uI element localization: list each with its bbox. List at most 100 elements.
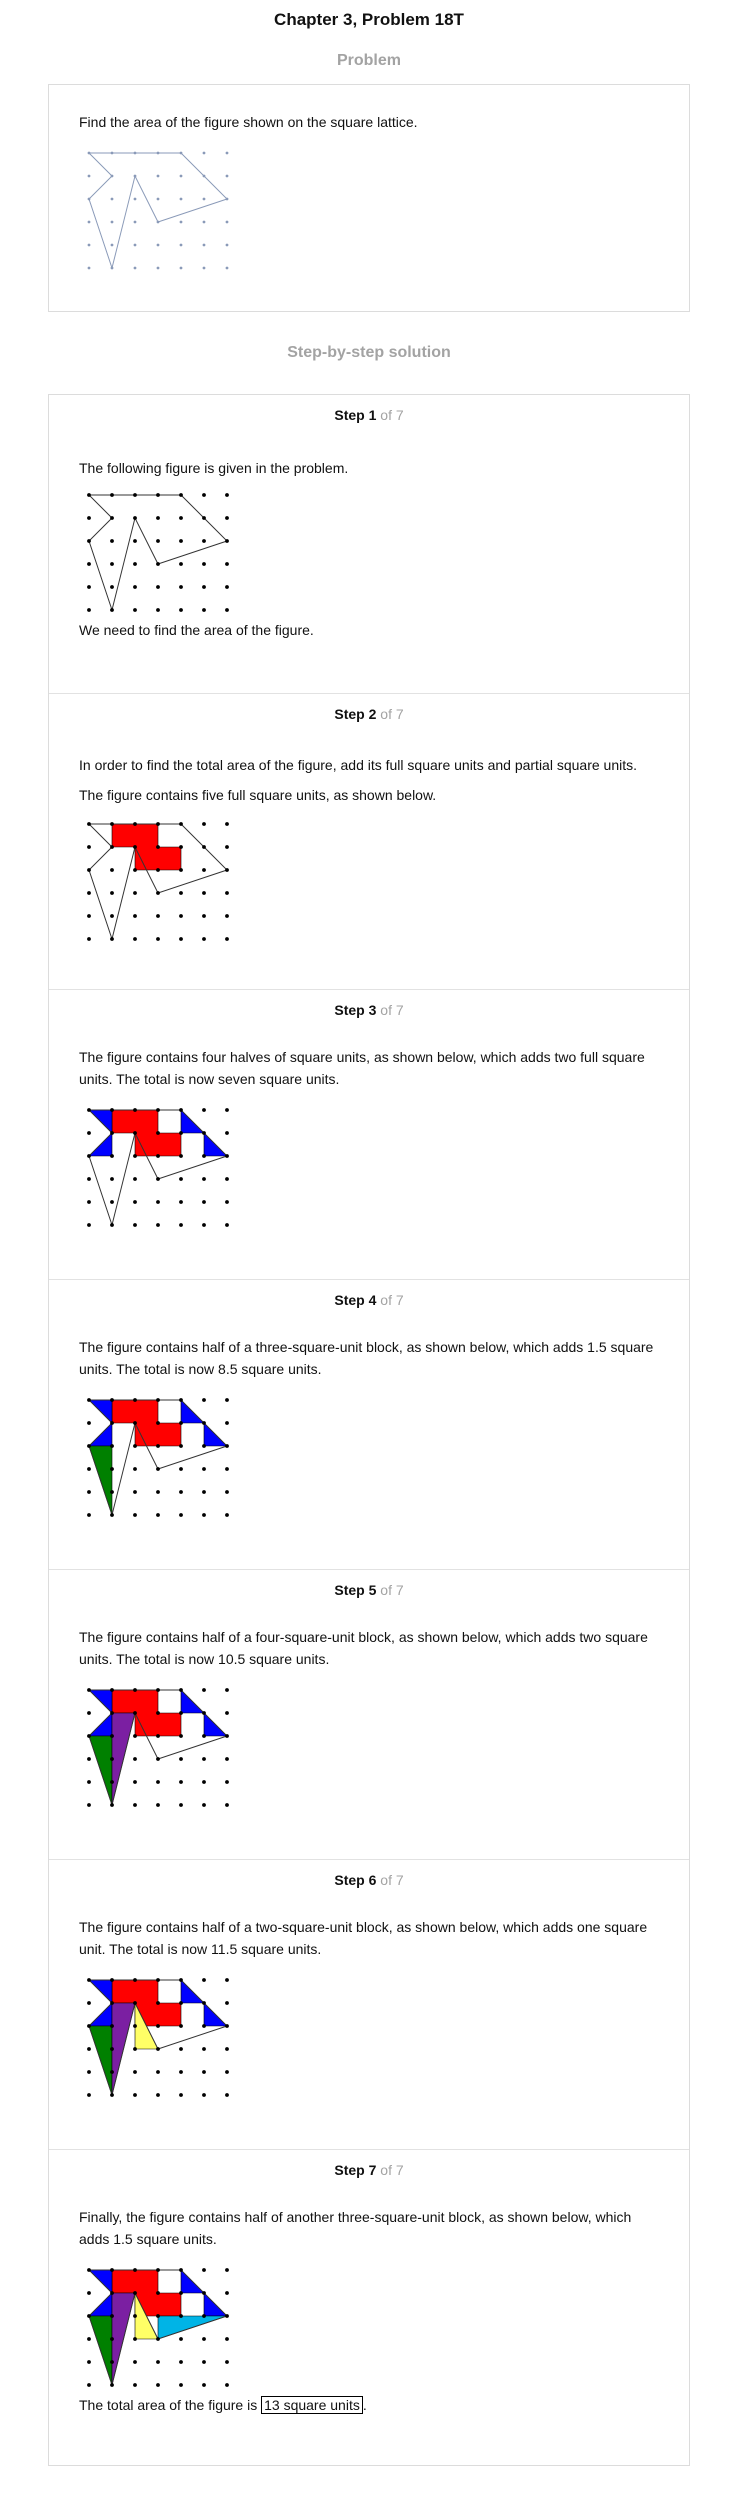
lattice-dot (133, 539, 137, 543)
step-text: In order to find the total area of the f… (79, 757, 638, 773)
lattice-dot (225, 539, 229, 543)
lattice-dot (87, 822, 91, 826)
lattice-dot (225, 151, 229, 155)
lattice-dot (156, 1711, 160, 1715)
step-label: Step 6 (334, 1872, 377, 1888)
lattice-dot (87, 516, 91, 520)
lattice-dot (156, 845, 160, 849)
lattice-dot (133, 1978, 137, 1982)
lattice-dot (110, 243, 114, 247)
lattice-dot (202, 1467, 206, 1471)
lattice-dot (110, 1154, 114, 1158)
lattice-dot (156, 1154, 160, 1158)
lattice-dot (202, 2047, 206, 2051)
lattice-dot (110, 868, 114, 872)
lattice-dot (179, 2383, 183, 2387)
lattice-dot (110, 2268, 114, 2272)
lattice-dot (225, 2291, 229, 2295)
lattice-dot (225, 2268, 229, 2272)
lattice-dot (156, 197, 160, 201)
lattice-dot (133, 1421, 137, 1425)
lattice-dot (87, 1223, 91, 1227)
lattice-dot (110, 1444, 114, 1448)
lattice-dot (110, 1467, 114, 1471)
lattice-dot (225, 2360, 229, 2364)
lattice-dot (133, 2093, 137, 2097)
lattice-dot (225, 1421, 229, 1425)
lattice-dot (225, 1780, 229, 1784)
lattice-dot (179, 2047, 183, 2051)
shaded-region-full (111, 823, 182, 871)
lattice-dot (133, 151, 137, 155)
lattice-dot (87, 539, 91, 543)
lattice-dot (133, 2024, 137, 2028)
lattice-dot (133, 1780, 137, 1784)
lattice-dot (156, 1513, 160, 1517)
lattice-dot (133, 2360, 137, 2364)
lattice-dot (110, 1757, 114, 1761)
lattice-dot (225, 914, 229, 918)
lattice-dot (179, 1780, 183, 1784)
lattice-dot (110, 2070, 114, 2074)
lattice-dot (225, 562, 229, 566)
lattice-dot (87, 1154, 91, 1158)
lattice-dot (133, 1154, 137, 1158)
lattice-dot (133, 1223, 137, 1227)
lattice-dot (179, 1803, 183, 1807)
lattice-dot (133, 1108, 137, 1112)
lattice-dot (87, 2024, 91, 2028)
lattice-dot (179, 2268, 183, 2272)
lattice-dot (110, 2093, 114, 2097)
lattice-dot (225, 2001, 229, 2005)
lattice-dot (179, 2337, 183, 2341)
lattice-dot (225, 1177, 229, 1181)
lattice-dot (110, 220, 114, 224)
step-count: of 7 (380, 1582, 404, 1598)
lattice-dot (202, 1978, 206, 1982)
lattice-dot (110, 1223, 114, 1227)
lattice-dot (179, 1490, 183, 1494)
lattice-dot (179, 845, 183, 849)
lattice-dot (133, 266, 137, 270)
lattice-dot (133, 1734, 137, 1738)
lattice-dot (156, 2070, 160, 2074)
lattice-dot (156, 1223, 160, 1227)
lattice-dot (202, 2093, 206, 2097)
problem-heading: Problem (336, 52, 401, 69)
lattice-dot (225, 1200, 229, 1204)
lattice-dot (179, 243, 183, 247)
lattice-dot (225, 1444, 229, 1448)
lattice-dot (202, 1108, 206, 1112)
lattice-dot (202, 516, 206, 520)
lattice-dot (133, 2047, 137, 2051)
lattice-dot (133, 891, 137, 895)
lattice-dot (202, 2001, 206, 2005)
lattice-dot (110, 891, 114, 895)
lattice-dot (156, 493, 160, 497)
lattice-dot (156, 1490, 160, 1494)
lattice-dot (202, 1223, 206, 1227)
lattice-dot (179, 1688, 183, 1692)
lattice-dot (225, 1513, 229, 1517)
lattice-dot (110, 197, 114, 201)
lattice-dot (202, 2383, 206, 2387)
step-count: of 7 (380, 706, 404, 722)
lattice-dot (110, 2314, 114, 2318)
final-answer-line: The total area of the figure is 13 squar… (79, 2394, 659, 2416)
lattice-dot (87, 868, 91, 872)
lattice-dot (156, 2268, 160, 2272)
lattice-dot (179, 1177, 183, 1181)
lattice-dot (202, 266, 206, 270)
lattice-dot (225, 2070, 229, 2074)
lattice-dot (225, 1757, 229, 1761)
lattice-dot (156, 2093, 160, 2097)
step-7: Step 7 of 7 Finally, the figure contains… (49, 2149, 689, 2465)
lattice-dot (225, 266, 229, 270)
lattice-dot (133, 562, 137, 566)
step-count: of 7 (380, 1872, 404, 1888)
lattice-dot (156, 1398, 160, 1402)
lattice-dot (87, 914, 91, 918)
lattice-dot (133, 1757, 137, 1761)
lattice-dot (202, 1154, 206, 1158)
lattice-dot (156, 1780, 160, 1784)
